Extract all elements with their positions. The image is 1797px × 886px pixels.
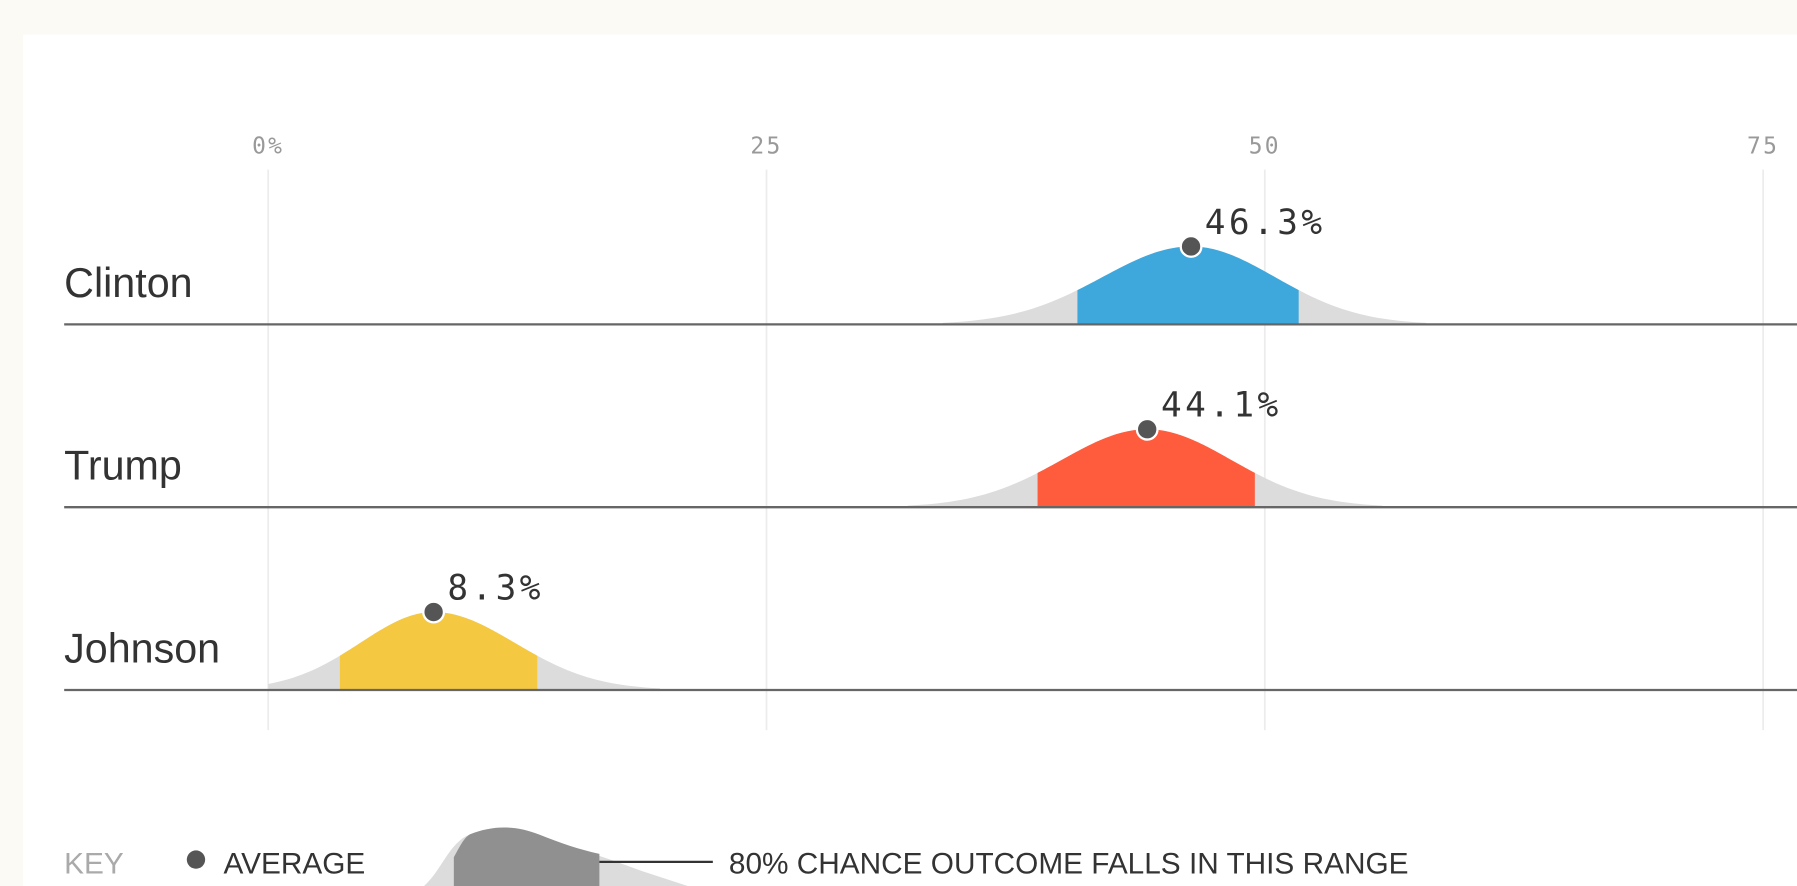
range-area xyxy=(339,612,538,690)
rows: Clinton 46.3% Trump 44.1% Johnson 8.3% xyxy=(64,203,1797,692)
average-dot xyxy=(422,600,446,624)
key-dot xyxy=(186,850,206,869)
panel xyxy=(22,34,1797,886)
range-area xyxy=(1037,429,1255,508)
candidate-label: Clinton xyxy=(64,260,192,306)
key-average: AVERAGE xyxy=(223,847,365,880)
x-tick-label: 25 xyxy=(750,134,782,160)
x-tick-label: 50 xyxy=(1249,134,1281,160)
key-range-label: 80% CHANCE OUTCOME FALLS IN THIS RANGE xyxy=(729,847,1409,880)
grid: 0% 25 50 75 xyxy=(252,134,1779,731)
x-tick-label: 75 xyxy=(1747,134,1779,160)
candidate-label: Johnson xyxy=(64,625,220,671)
key: KEY AVERAGE 80% CHANCE OUTCOME FALLS IN … xyxy=(64,827,1409,886)
candidate-label: Trump xyxy=(64,443,182,489)
average-dot xyxy=(1135,417,1159,441)
value-label: 46.3% xyxy=(1205,203,1326,243)
key-title: KEY xyxy=(64,847,124,880)
average-dot xyxy=(1179,234,1203,258)
range-area xyxy=(1077,246,1299,325)
x-tick-label: 0% xyxy=(252,134,284,160)
value-label: 8.3% xyxy=(447,568,544,608)
key-range xyxy=(453,827,600,886)
value-label: 44.1% xyxy=(1161,386,1282,426)
